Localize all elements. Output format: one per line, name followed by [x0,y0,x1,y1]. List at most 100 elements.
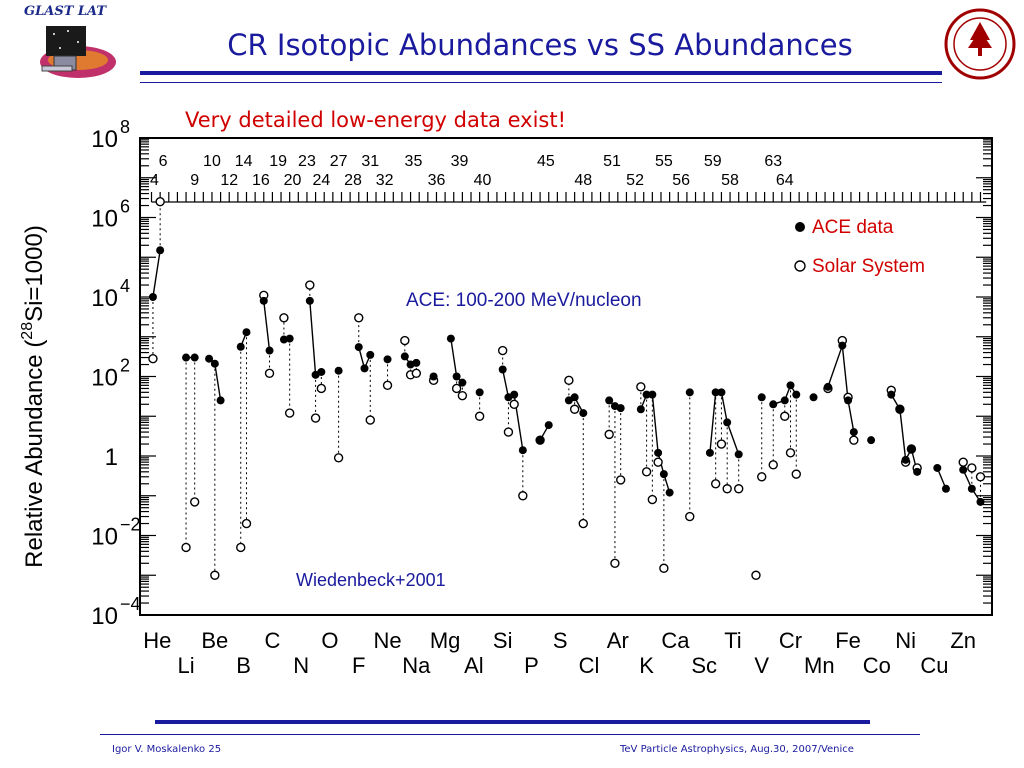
mass-label-bottom: 36 [428,172,446,189]
solar-point [791,469,801,479]
mass-label-top: 31 [361,153,379,170]
mass-label-top: 19 [269,153,287,170]
ace-point [317,367,326,376]
element-link [450,338,458,377]
element-label: F [352,653,365,678]
ace-point [867,436,876,445]
solar-point [569,404,580,414]
y-tick-exponent: 8 [120,120,130,137]
mass-label-bottom: 40 [474,172,492,189]
solar-point [518,491,528,501]
element-label: Cl [579,653,600,678]
solar-point [457,390,468,401]
ace-point [901,455,910,464]
ace-point [809,393,818,402]
mass-label-bottom: 52 [626,172,644,189]
solar-point [305,280,315,290]
element-label: Mg [430,628,461,653]
ace-point [705,448,714,457]
y-axis-label: Relative Abundance (28Si=1000) [19,225,48,568]
solar-point [685,511,695,522]
mass-label-bottom: 48 [574,172,592,189]
mass-label-top: 51 [603,153,621,170]
y-tick-exponent: 6 [120,197,130,217]
stanford-seal-icon [944,8,1016,80]
element-label: V [754,653,769,678]
ace-point [792,390,801,399]
ace-point [849,428,858,437]
ace-point [148,293,157,301]
page-title: CR Isotopic Abundances vs SS Abundances [227,28,853,62]
y-tick-exponent: −4 [120,594,141,614]
element-label: B [236,653,251,678]
ace-point [210,359,219,368]
mass-label-bottom: 64 [776,172,794,189]
solar-point [780,411,790,421]
element-label: Be [201,628,228,653]
element-link [501,369,510,398]
solar-point [710,479,721,489]
solar-point [264,368,275,379]
ace-point [887,390,896,399]
glast-lat-logo: GLAST LAT [20,4,120,86]
mass-label-top: 14 [235,153,253,170]
element-label: K [639,653,654,678]
element-label: Ar [607,628,629,653]
solar-point [451,383,462,394]
ace-point [360,364,369,373]
logo-text: GLAST LAT [24,4,107,19]
y-tick-label: 1 [105,444,118,471]
element-label: Fe [835,628,861,653]
solar-point [497,345,508,356]
mass-label-top: 27 [330,153,348,170]
solar-point [659,563,669,573]
ace-point [941,484,950,493]
element-label: Mn [804,653,835,678]
footer-author: Igor V. Moskalenko 25 [112,744,221,755]
ace-point [412,358,421,367]
footer-page-number: 25 [208,744,222,755]
element-label: Li [177,653,194,678]
ace-point [616,404,625,413]
element-link [214,363,222,401]
solar-point [641,467,652,477]
ace-point [734,450,743,459]
element-label: C [264,628,280,653]
legend-ace-label: ACE data [812,217,894,238]
legend-solar-marker [794,260,806,272]
satellite-icon [40,26,116,78]
solar-point [716,439,727,449]
solar-point [958,457,968,467]
footer-divider-thin [100,734,920,735]
title-divider-thin [140,82,942,83]
legend-ace-marker [795,222,805,232]
mass-label-top: 23 [298,153,316,170]
ace-point [216,396,225,405]
element-label: Cu [920,653,948,678]
ace-point [895,405,904,414]
solar-point [785,448,796,458]
ace-point [838,341,847,350]
y-tick-label: 10 [91,206,118,233]
solar-point [734,484,744,494]
element-label: P [524,653,539,678]
y-tick-label: 10 [91,126,118,153]
ace-point [475,388,484,397]
mass-label-top: 6 [159,153,168,170]
element-label: Al [464,653,484,678]
legend-solar-label: Solar System [812,256,925,277]
ace-point [717,388,726,397]
y-tick-exponent: −2 [120,515,141,535]
solar-point [284,408,295,418]
subtitle: Very detailed low-energy data exist! [185,108,567,132]
y-tick-exponent: 2 [120,356,130,376]
solar-point [411,368,422,379]
ace-point [366,350,375,359]
solar-point [181,542,191,553]
solar-point [578,518,588,529]
y-tick-label: 10 [91,365,118,392]
ace-point [536,436,545,445]
ace-point [757,393,766,402]
ace-point [907,445,916,454]
ace-point [769,400,778,409]
